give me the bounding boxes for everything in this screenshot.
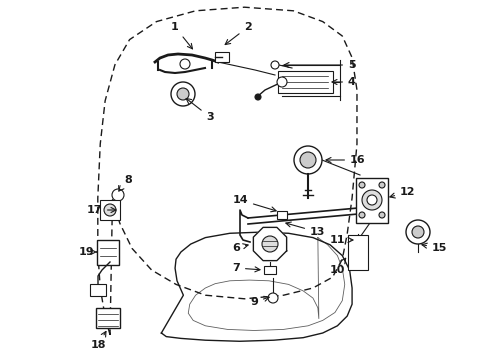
Text: 11: 11 [329, 235, 352, 245]
Circle shape [104, 204, 116, 216]
Text: 15: 15 [421, 243, 447, 253]
Circle shape [411, 226, 423, 238]
Text: 18: 18 [90, 332, 106, 350]
Text: 13: 13 [285, 222, 325, 237]
Circle shape [361, 190, 381, 210]
Circle shape [171, 82, 195, 106]
Bar [97, 239, 119, 265]
Circle shape [378, 182, 384, 188]
Circle shape [180, 59, 190, 69]
Circle shape [405, 220, 429, 244]
Circle shape [262, 236, 278, 252]
Bar [90, 284, 106, 296]
Text: 12: 12 [389, 187, 415, 198]
Circle shape [177, 88, 189, 100]
Text: 10: 10 [329, 258, 345, 275]
Bar [277, 71, 332, 93]
Circle shape [112, 189, 124, 201]
Polygon shape [253, 228, 286, 261]
Circle shape [358, 212, 364, 218]
Circle shape [299, 152, 315, 168]
Circle shape [254, 94, 261, 100]
Text: 2: 2 [225, 22, 251, 45]
Text: 16: 16 [325, 155, 365, 165]
Bar [96, 308, 120, 328]
Bar [215, 52, 228, 62]
Circle shape [276, 77, 286, 87]
Text: 8: 8 [119, 175, 132, 191]
Text: 14: 14 [232, 195, 276, 212]
Circle shape [270, 61, 279, 69]
Circle shape [378, 212, 384, 218]
Text: 7: 7 [232, 263, 260, 273]
Bar [355, 177, 387, 222]
Circle shape [293, 146, 321, 174]
Circle shape [358, 182, 364, 188]
Bar [347, 234, 367, 270]
Text: 1: 1 [171, 22, 192, 49]
Text: 5: 5 [284, 60, 355, 70]
Text: 19: 19 [78, 247, 97, 257]
Text: 17: 17 [86, 205, 116, 215]
Text: 6: 6 [232, 243, 247, 253]
Circle shape [366, 195, 376, 205]
Text: 4: 4 [331, 77, 355, 87]
Circle shape [267, 293, 278, 303]
Bar [100, 200, 120, 220]
Text: 9: 9 [250, 296, 268, 307]
Bar [276, 211, 286, 219]
Text: 3: 3 [186, 99, 213, 122]
Bar [264, 266, 275, 274]
